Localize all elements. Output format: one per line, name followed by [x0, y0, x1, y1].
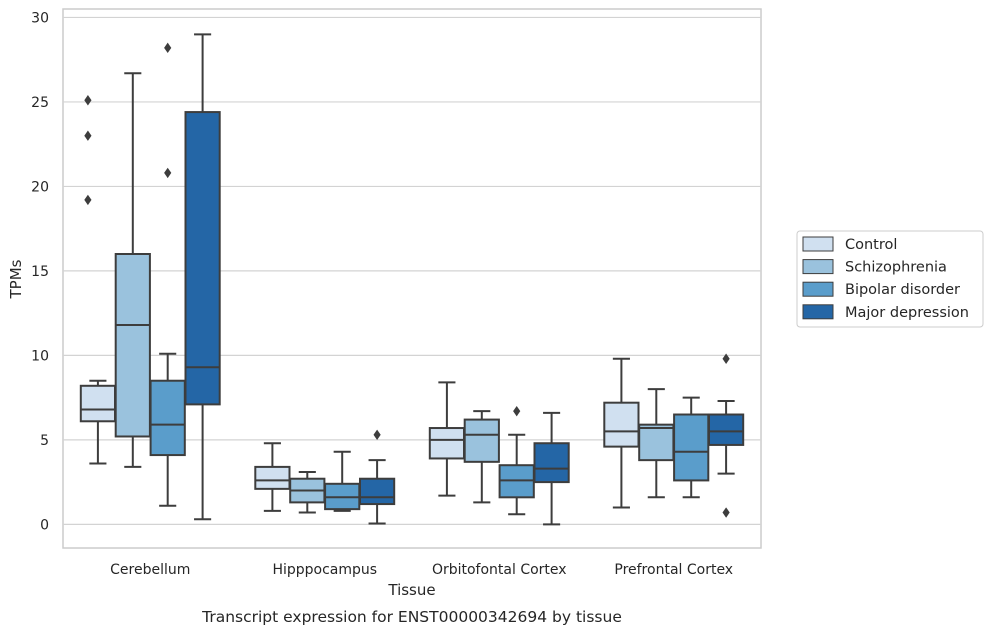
iqr-box	[603, 401, 640, 448]
y-tick-label: 10	[31, 348, 49, 364]
box-hipppocampus	[254, 442, 291, 512]
iqr-box	[533, 442, 570, 484]
box-cerebellum	[79, 379, 117, 465]
box-series	[79, 33, 745, 526]
x-axis-title: Tissue	[387, 581, 435, 599]
y-tick-label: 20	[31, 179, 49, 195]
iqr-box	[79, 384, 117, 423]
outlier-marker	[722, 353, 730, 364]
outlier-marker	[164, 42, 172, 54]
box-cerebellum	[149, 42, 186, 507]
outlier-marker	[722, 507, 730, 518]
iqr-box	[358, 477, 396, 506]
outlier-marker	[84, 95, 92, 106]
legend-frame	[796, 230, 984, 328]
y-tick-label: 0	[40, 517, 49, 533]
box-hipppocampus	[324, 450, 361, 512]
box-prefrontal-cortex	[707, 353, 745, 518]
x-tick-labels: Cerebellum Hipppocampus Orbitofontal Corte…	[110, 562, 733, 578]
y-tick-label: 5	[40, 433, 49, 449]
outlier-marker	[84, 194, 92, 206]
series-bipolar-disorder	[149, 42, 710, 516]
series-control	[79, 357, 640, 512]
box-cerebellum	[114, 72, 151, 468]
box-prefrontal-cortex	[638, 388, 675, 499]
box-orbitofontal-cortex	[463, 410, 500, 504]
y-tick-label: 15	[31, 264, 49, 280]
legend-label: Bipolar disorder	[845, 282, 960, 298]
y-tick-label: 30	[31, 10, 49, 26]
box-orbitofontal-cortex	[498, 405, 535, 516]
outlier-marker	[513, 405, 521, 417]
legend-swatch	[802, 236, 834, 252]
legend-label: Control	[845, 237, 897, 253]
legend-label: Major depression	[845, 305, 969, 321]
x-tick-label: Cerebellum	[110, 562, 190, 578]
y-tick-labels: 0 5 10 15 20 25 30	[31, 10, 49, 533]
box-hipppocampus	[358, 429, 396, 525]
iqr-box	[114, 253, 151, 438]
box-prefrontal-cortex	[603, 357, 640, 509]
x-tick-label: Prefrontal Cortex	[614, 562, 733, 578]
legend-swatch	[802, 259, 834, 275]
x-tick-label: Hipppocampus	[272, 562, 377, 578]
box-cerebellum	[184, 33, 221, 521]
series-schizophrenia	[114, 72, 675, 514]
x-tick-label: Orbitofontal Cortex	[432, 562, 567, 578]
legend-label: Schizophrenia	[845, 260, 947, 276]
outlier-marker	[164, 167, 172, 179]
series-major-depression	[184, 33, 745, 526]
outlier-marker	[373, 429, 381, 440]
iqr-box	[638, 423, 675, 462]
iqr-box	[463, 418, 500, 463]
box-orbitofontal-cortex	[533, 411, 570, 526]
iqr-box	[149, 379, 186, 457]
outlier-marker	[84, 130, 92, 141]
y-axis-title: TPMs	[7, 259, 25, 299]
box-orbitofontal-cortex	[428, 381, 466, 497]
legend-swatch	[802, 281, 834, 297]
iqr-box	[184, 111, 221, 406]
box-prefrontal-cortex	[673, 396, 710, 499]
chart-caption: Transcript expression for ENST0000034269…	[201, 608, 622, 626]
legend: Control Schizophrenia Bipolar disorder Majo…	[796, 230, 984, 328]
extra-outliers	[84, 95, 92, 206]
legend-swatch	[802, 304, 834, 320]
iqr-box	[428, 427, 466, 460]
iqr-box	[707, 413, 745, 446]
y-tick-label: 25	[31, 95, 49, 111]
iqr-box	[254, 465, 291, 490]
iqr-box	[673, 413, 710, 482]
box-hipppocampus	[289, 470, 326, 514]
